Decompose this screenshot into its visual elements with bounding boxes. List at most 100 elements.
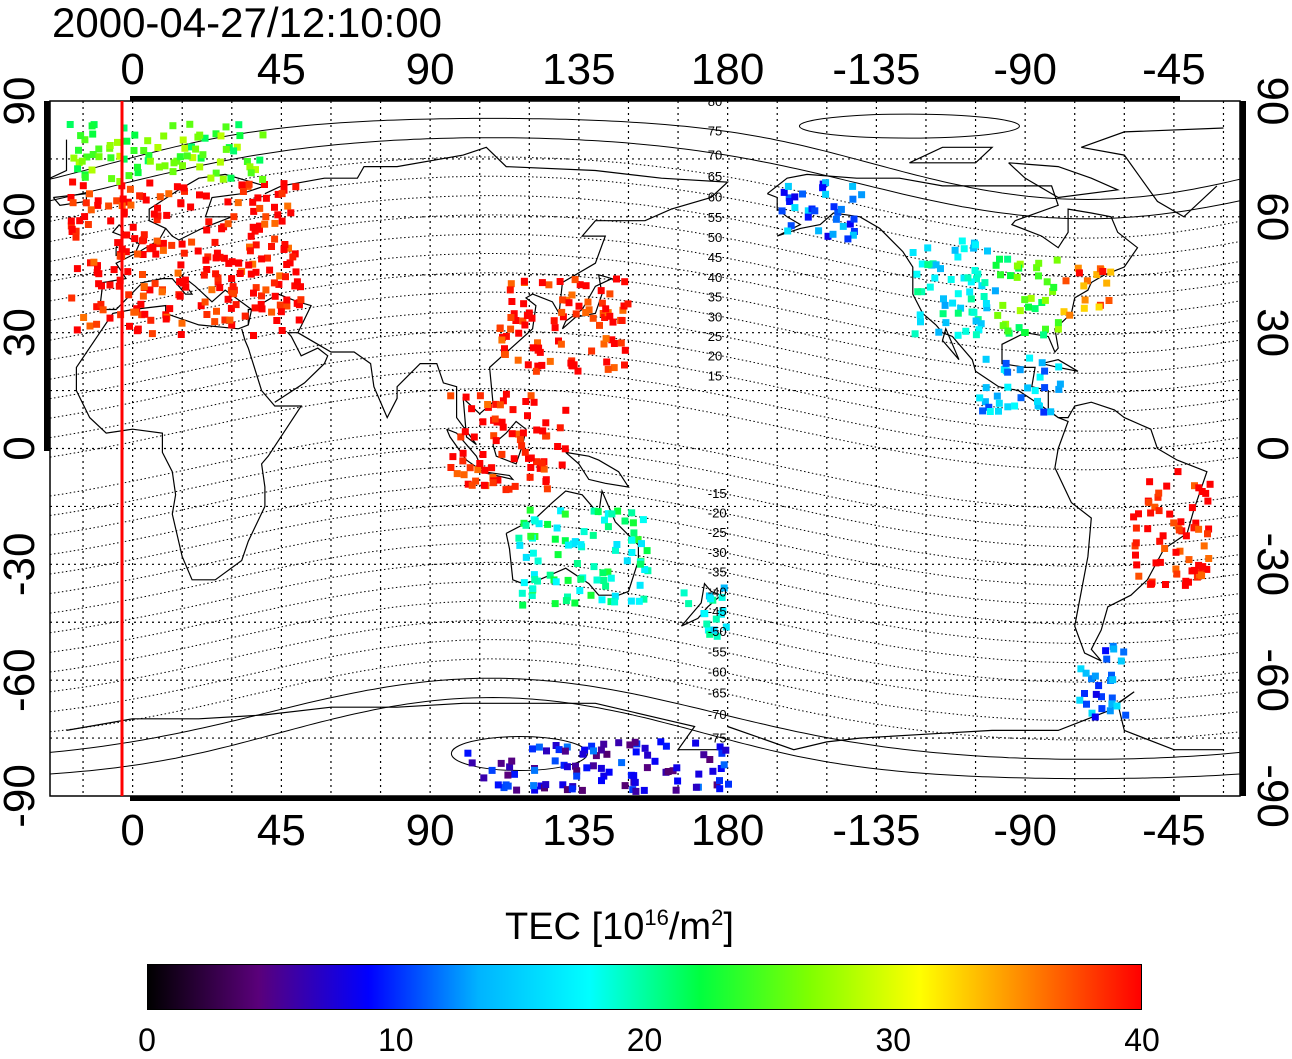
tec-cell: [82, 199, 90, 207]
tec-cell: [984, 247, 991, 255]
tec-cell: [555, 746, 563, 754]
tec-cell: [600, 340, 608, 348]
tec-cell: [1177, 518, 1185, 526]
tec-cell: [951, 246, 959, 254]
tec-cell: [911, 330, 919, 338]
tec-cell: [176, 292, 184, 300]
tec-cell: [533, 458, 540, 466]
left-lat-tick-label: -30: [0, 533, 44, 597]
tec-cell: [247, 270, 255, 278]
tec-cell: [227, 304, 235, 312]
tec-cell: [569, 540, 577, 548]
tec-cell: [281, 241, 289, 248]
tec-cell: [479, 451, 487, 458]
tec-cell: [173, 183, 181, 191]
tec-cell: [540, 465, 548, 473]
tec-cell: [1047, 408, 1055, 416]
tec-cell: [278, 190, 286, 198]
tec-cell: [692, 739, 700, 747]
tec-cell: [556, 424, 564, 432]
tec-cell: [1004, 383, 1012, 391]
tec-cell: [588, 347, 596, 355]
tec-cell: [95, 145, 103, 153]
tec-cell: [462, 393, 470, 401]
tec-cell: [1082, 669, 1090, 677]
tec-cell: [146, 157, 154, 165]
tec-cell: [1055, 363, 1063, 371]
tec-cell: [638, 540, 645, 548]
tec-cell: [150, 210, 158, 218]
tec-cell: [519, 317, 527, 325]
tec-cell: [718, 593, 726, 601]
tec-cell: [924, 261, 932, 269]
tec-cell: [916, 311, 924, 319]
tec-cell: [177, 331, 185, 338]
tec-cell: [216, 284, 224, 292]
tec-cell: [1147, 509, 1155, 517]
coastline-segment: [727, 691, 1224, 751]
tec-cell: [1188, 504, 1196, 512]
right-axis-bar: [1240, 101, 1246, 796]
tec-cell: [1002, 359, 1010, 367]
tec-cell: [127, 201, 135, 209]
tec-cell: [1182, 532, 1190, 540]
tec-cell: [511, 482, 519, 490]
tec-cell: [680, 589, 688, 597]
tec-cell: [630, 772, 638, 780]
tec-cell: [69, 199, 77, 207]
tec-cell: [180, 249, 188, 257]
tec-cell: [1198, 572, 1206, 580]
tec-cell: [1021, 329, 1029, 336]
tec-cell: [205, 218, 213, 226]
coastline-segment: [680, 582, 723, 627]
tec-cell: [1133, 561, 1141, 569]
tec-cell: [74, 165, 82, 173]
tec-cell: [95, 270, 103, 278]
tec-cell: [964, 274, 972, 282]
tec-cell: [108, 175, 116, 183]
tec-cell: [559, 781, 567, 789]
tec-cell: [611, 592, 619, 600]
tec-cell: [1203, 565, 1211, 573]
tec-cell: [1013, 273, 1021, 281]
tec-cell: [542, 781, 550, 789]
tec-cell: [641, 566, 649, 573]
maglat-contour: [50, 272, 1240, 355]
tec-cell: [1091, 713, 1099, 721]
tec-cell: [1098, 705, 1106, 713]
tec-cell: [1122, 711, 1130, 719]
tec-cell: [491, 415, 499, 423]
tec-cell: [201, 134, 209, 142]
left-lat-tick-label: 0: [0, 436, 44, 460]
tec-cell: [611, 598, 619, 606]
tec-cell: [1076, 696, 1084, 704]
tec-cell: [719, 607, 727, 615]
tec-cell: [641, 744, 649, 752]
left-lat-tick-label: 90: [0, 77, 44, 126]
tec-cell: [107, 217, 115, 225]
tec-cell: [153, 237, 161, 245]
tec-cell: [1199, 563, 1207, 571]
tec-cell: [179, 136, 187, 144]
tec-cell: [522, 521, 530, 529]
tec-cell: [147, 316, 155, 324]
maglat-contour: [50, 542, 1240, 625]
left-lat-tick-label: 60: [0, 192, 44, 241]
tec-cell: [1188, 567, 1196, 575]
tec-cell: [258, 305, 266, 313]
tec-cell: [1050, 283, 1058, 291]
tec-cell: [550, 317, 558, 325]
tec-cell: [837, 205, 845, 213]
tec-cell: [507, 325, 515, 333]
tec-cell: [966, 288, 974, 296]
tec-cell: [621, 361, 628, 369]
tec-cell: [811, 207, 819, 215]
tec-cell: [476, 392, 484, 400]
tec-cell: [564, 576, 572, 584]
tec-cell: [778, 207, 786, 215]
tec-cell: [268, 243, 275, 250]
tec-cell: [722, 623, 730, 631]
tec-cell: [226, 316, 234, 324]
tec-cell: [527, 464, 535, 471]
contour-label: 25: [708, 329, 722, 344]
